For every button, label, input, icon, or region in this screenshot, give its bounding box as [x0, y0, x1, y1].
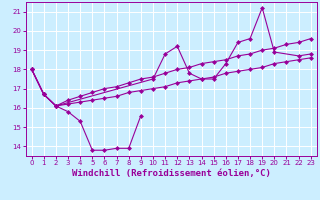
- X-axis label: Windchill (Refroidissement éolien,°C): Windchill (Refroidissement éolien,°C): [72, 169, 271, 178]
